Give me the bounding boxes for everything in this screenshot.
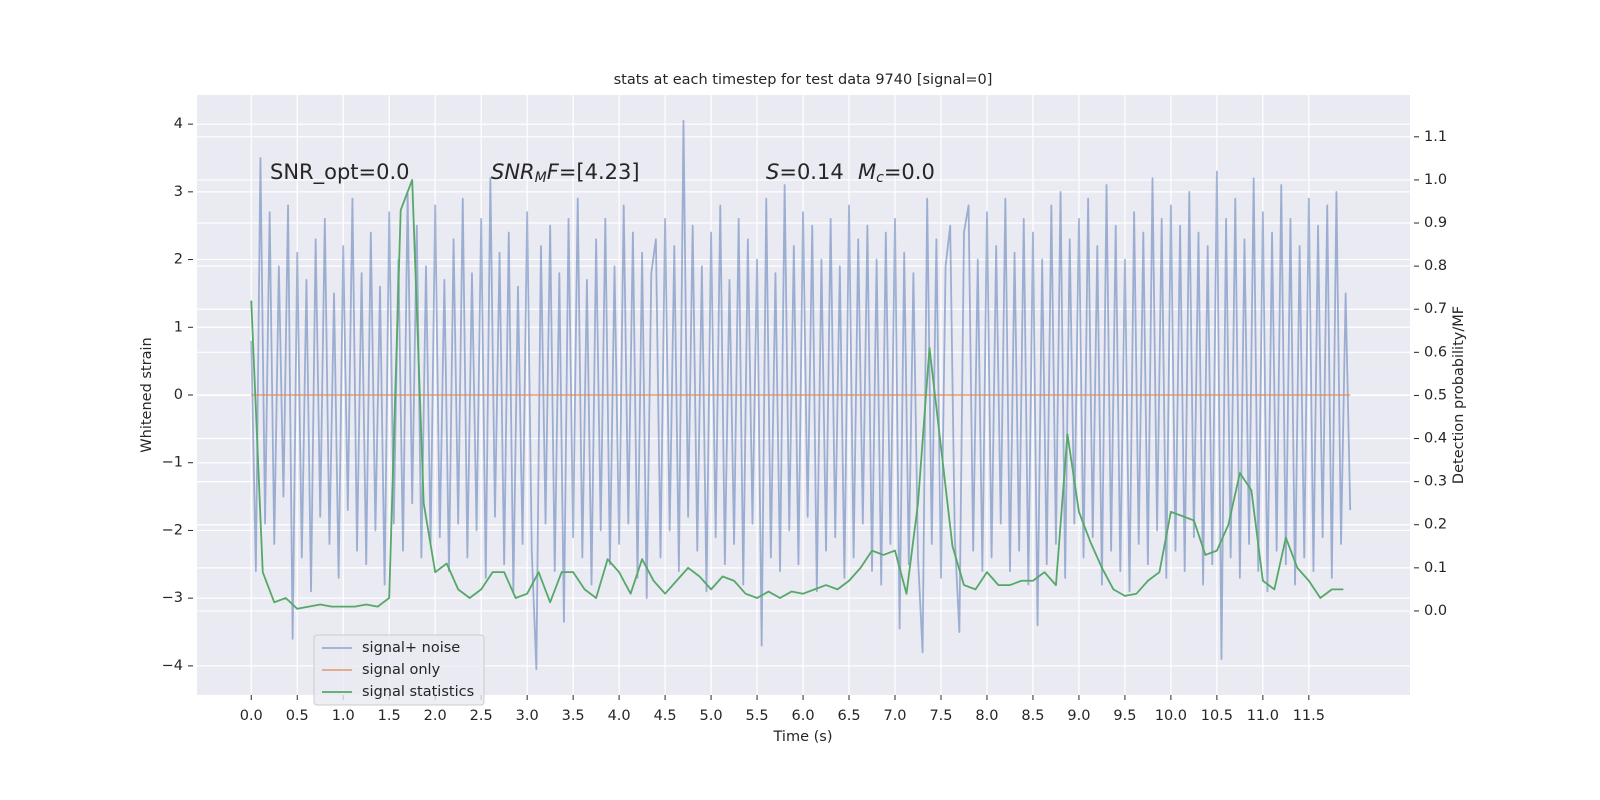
- y2-tick-label: 0.0: [1424, 603, 1447, 619]
- y2-tick-label: 0.9: [1424, 215, 1447, 231]
- y-tick-label: −1: [162, 455, 183, 471]
- x-tick-label: 9.5: [1113, 708, 1136, 724]
- y-tick-label: 2: [174, 252, 183, 268]
- x-tick-label: 2.0: [424, 708, 447, 724]
- x-tick-label: 7.0: [883, 708, 906, 724]
- annotation-part: =0.0: [884, 160, 935, 184]
- y-axis-label: Whitened strain: [139, 337, 155, 452]
- x-tick-label: 4.0: [608, 708, 631, 724]
- y2-tick-label: 0.6: [1424, 344, 1447, 360]
- legend-label: signal+ noise: [362, 640, 460, 656]
- y-tick-label: −2: [162, 522, 183, 538]
- series-line: [250, 119, 1352, 671]
- x-tick-label: 8.5: [1021, 708, 1044, 724]
- x-tick-label: 6.5: [837, 708, 860, 724]
- annotation-part: c: [876, 170, 884, 186]
- chart-title: stats at each timestep for test data 974…: [614, 72, 993, 88]
- x-axis-label: Time (s): [773, 729, 833, 745]
- x-tick-label: 10.0: [1155, 708, 1187, 724]
- annotation: S=0.14: [766, 160, 844, 184]
- y2-tick-label: 0.1: [1424, 560, 1447, 576]
- y2-tick-label: 0.7: [1424, 301, 1447, 317]
- y-tick-label: −3: [162, 590, 183, 606]
- y2-tick-label: 0.5: [1424, 387, 1447, 403]
- y-tick-label: 4: [174, 116, 183, 132]
- x-tick-label: 5.0: [700, 708, 723, 724]
- y2-tick-label: 1.1: [1424, 129, 1447, 145]
- annotation-part: SNR: [491, 160, 535, 184]
- annotation: SNRMF=[4.23]: [491, 160, 640, 186]
- x-tick-label: 1.0: [332, 708, 355, 724]
- y2-tick-label: 0.4: [1424, 431, 1447, 447]
- y2-tick-label: 1.0: [1424, 172, 1447, 188]
- annotation-part: M: [858, 160, 876, 184]
- x-tick-label: 2.5: [470, 708, 493, 724]
- x-tick-label: 6.0: [792, 708, 815, 724]
- annotation-part: =[4.23]: [559, 160, 640, 184]
- legend-label: signal only: [362, 662, 441, 678]
- x-tick-label: 1.5: [378, 708, 401, 724]
- x-tick-label: 5.5: [746, 708, 769, 724]
- annotation: Mc=0.0: [858, 160, 935, 186]
- x-tick-label: 9.0: [1067, 708, 1090, 724]
- x-tick-label: 3.0: [516, 708, 539, 724]
- y2-tick-label: 0.8: [1424, 258, 1447, 274]
- x-tick-label: 0.0: [240, 708, 263, 724]
- x-tick-label: 0.5: [286, 708, 309, 724]
- y-tick-label: 3: [174, 184, 183, 200]
- annotation-part: =0.14: [779, 160, 843, 184]
- legend-label: signal statistics: [362, 684, 474, 700]
- x-tick-label: 4.5: [654, 708, 677, 724]
- y-tick-label: 1: [174, 319, 183, 335]
- y2-tick-label: 0.3: [1424, 474, 1447, 490]
- annotation: SNR_opt=0.0: [270, 160, 410, 185]
- x-tick-label: 11.0: [1247, 708, 1279, 724]
- x-tick-label: 10.5: [1201, 708, 1233, 724]
- x-tick-label: 7.5: [929, 708, 952, 724]
- y-tick-label: −4: [162, 658, 183, 674]
- legend-box: [313, 634, 485, 706]
- y2-axis-label: Detection probability/MF: [1451, 306, 1467, 484]
- annotation-part: F: [547, 160, 560, 184]
- y2-tick-label: 0.2: [1424, 517, 1447, 533]
- y-tick-label: 0: [174, 387, 183, 403]
- annotation-part: M: [535, 170, 547, 186]
- annotation-part: SNR_opt=0.0: [270, 160, 410, 185]
- annotation-part: S: [766, 160, 779, 184]
- x-tick-label: 8.0: [975, 708, 998, 724]
- series-line: [250, 179, 1344, 610]
- x-tick-label: 3.5: [562, 708, 585, 724]
- x-tick-label: 11.5: [1293, 708, 1325, 724]
